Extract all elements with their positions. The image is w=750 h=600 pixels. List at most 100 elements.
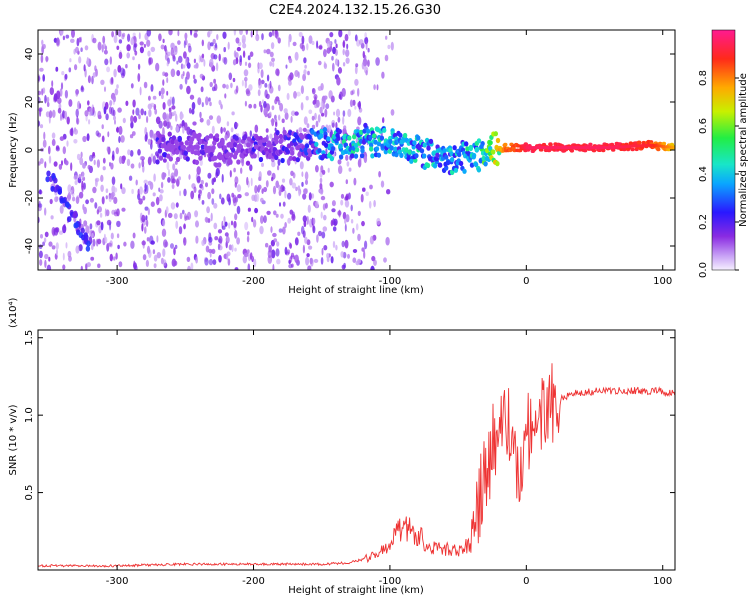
noise-speck bbox=[253, 258, 257, 268]
noise-speck bbox=[270, 226, 273, 234]
noise-speck bbox=[207, 191, 212, 200]
noise-speck bbox=[53, 161, 58, 167]
noise-speck bbox=[146, 39, 151, 47]
noise-speck bbox=[174, 160, 178, 165]
ridge-cell bbox=[170, 139, 175, 145]
ridge-core bbox=[662, 145, 666, 148]
noise-speck bbox=[369, 235, 374, 245]
noise-speck bbox=[97, 263, 101, 269]
noise-speck bbox=[223, 127, 226, 133]
noise-speck bbox=[188, 45, 192, 53]
ridge-cell bbox=[366, 128, 371, 134]
x-tick-label: 0 bbox=[523, 276, 529, 287]
ridge-core bbox=[601, 146, 604, 150]
noise-speck bbox=[159, 194, 163, 202]
noise-speck bbox=[163, 239, 168, 248]
noise-speck bbox=[276, 69, 280, 77]
noise-speck bbox=[44, 161, 47, 169]
noise-speck bbox=[373, 84, 376, 90]
noise-speck bbox=[273, 238, 278, 243]
ridge-core bbox=[632, 144, 635, 148]
noise-speck bbox=[241, 79, 244, 87]
noise-speck bbox=[173, 247, 176, 256]
noise-speck bbox=[208, 236, 213, 243]
noise-speck bbox=[86, 133, 90, 142]
noise-speck bbox=[262, 99, 264, 104]
noise-speck bbox=[373, 200, 376, 208]
noise-speck bbox=[315, 165, 319, 173]
noise-speck bbox=[354, 78, 359, 86]
noise-speck bbox=[38, 120, 41, 127]
noise-speck bbox=[150, 84, 154, 92]
noise-speck bbox=[312, 217, 316, 225]
noise-speck bbox=[188, 107, 192, 114]
noise-speck bbox=[109, 56, 113, 65]
noise-speck bbox=[42, 139, 47, 148]
noise-speck bbox=[150, 46, 156, 53]
noise-speck bbox=[85, 199, 89, 205]
ridge-cell bbox=[350, 153, 355, 159]
ridge-core bbox=[652, 144, 655, 147]
noise-speck bbox=[126, 158, 131, 167]
noise-speck bbox=[86, 57, 90, 66]
noise-speck bbox=[186, 71, 190, 80]
noise-speck bbox=[44, 253, 49, 260]
ridge-cell bbox=[347, 135, 352, 141]
ridge-core bbox=[570, 146, 574, 150]
ridge-cell bbox=[622, 147, 627, 152]
noise-speck bbox=[76, 153, 81, 161]
noise-speck bbox=[120, 135, 125, 143]
ridge-cell bbox=[523, 142, 528, 146]
noise-speck bbox=[345, 195, 349, 201]
noise-speck bbox=[115, 252, 118, 260]
noise-speck bbox=[153, 173, 156, 182]
noise-speck bbox=[118, 51, 123, 60]
noise-speck bbox=[337, 159, 342, 165]
noise-speck bbox=[327, 167, 330, 173]
noise-speck bbox=[302, 73, 306, 82]
noise-speck bbox=[179, 123, 182, 129]
noise-speck bbox=[231, 111, 235, 116]
noise-speck bbox=[38, 107, 43, 112]
ridge-cell bbox=[194, 159, 200, 165]
noise-speck bbox=[284, 222, 287, 229]
noise-speck bbox=[184, 122, 188, 131]
noise-speck bbox=[243, 69, 249, 77]
noise-speck bbox=[308, 192, 312, 201]
noise-speck bbox=[116, 84, 119, 89]
noise-speck bbox=[121, 155, 126, 161]
ridge-core bbox=[615, 145, 619, 149]
noise-speck bbox=[159, 189, 164, 194]
noise-speck bbox=[74, 179, 78, 186]
noise-speck bbox=[296, 91, 301, 97]
noise-speck bbox=[257, 89, 261, 97]
ridge-core bbox=[648, 143, 651, 147]
ridge-cell bbox=[462, 168, 467, 174]
noise-speck bbox=[179, 113, 185, 119]
noise-speck bbox=[164, 72, 169, 77]
noise-speck bbox=[139, 186, 143, 195]
noise-speck bbox=[235, 122, 239, 127]
noise-speck bbox=[195, 220, 199, 228]
noise-speck bbox=[44, 259, 47, 268]
noise-speck bbox=[321, 247, 324, 256]
noise-speck bbox=[125, 100, 129, 107]
noise-speck bbox=[162, 219, 166, 227]
noise-speck bbox=[55, 242, 59, 250]
noise-speck bbox=[335, 244, 338, 251]
noise-speck bbox=[76, 117, 80, 125]
noise-speck bbox=[331, 122, 335, 128]
noise-speck bbox=[244, 221, 249, 231]
noise-speck bbox=[88, 119, 91, 125]
noise-speck bbox=[122, 117, 126, 124]
noise-speck bbox=[100, 184, 104, 192]
noise-speck bbox=[92, 186, 97, 194]
noise-speck bbox=[94, 177, 100, 182]
ridge-cell bbox=[246, 142, 251, 148]
noise-speck bbox=[327, 124, 332, 133]
ridge-cell bbox=[407, 149, 412, 155]
noise-speck bbox=[68, 255, 72, 262]
ridge-cell bbox=[376, 152, 382, 158]
noise-speck bbox=[303, 57, 307, 64]
